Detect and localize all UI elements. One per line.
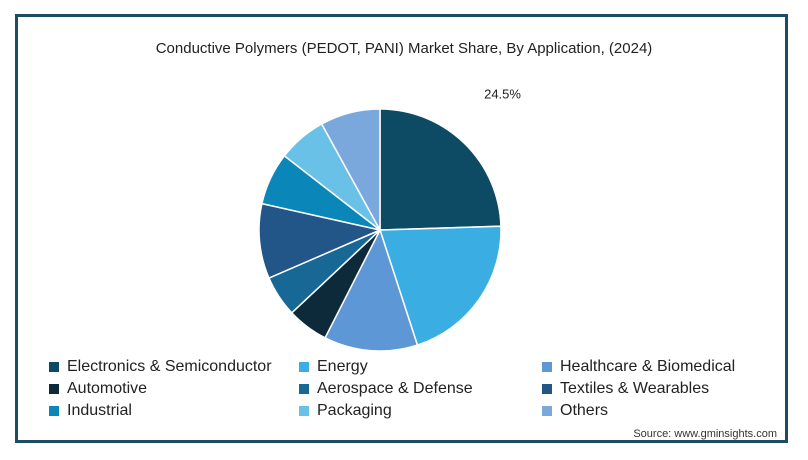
legend-label: Others [560,402,609,419]
legend-label: Industrial [67,402,132,419]
legend-swatch [49,406,59,416]
legend-label: Electronics & Semiconductor [67,358,272,375]
legend-item: Healthcare & Biomedical [542,358,735,376]
legend-item: Textiles & Wearables [542,380,709,398]
legend-swatch [299,362,309,372]
legend-label: Healthcare & Biomedical [560,358,736,375]
legend-swatch [49,362,59,372]
pie-slice-energy [378,225,502,347]
legend-label: Packaging [317,402,392,419]
legend-item: Automotive [49,380,147,398]
legend-swatch [542,406,552,416]
legend-swatch [49,384,59,394]
slice-data-label: 24.5% [484,87,521,102]
legend-label: Energy [317,358,368,375]
pie-slice-others [320,108,381,231]
pie-slice-textiles-wearables [258,202,383,280]
chart-title: Conductive Polymers (PEDOT, PANI) Market… [155,40,653,57]
legend-item: Packaging [299,402,392,420]
legend-item: Industrial [49,402,132,420]
legend-label: Aerospace & Defense [317,380,473,397]
legend-swatch [542,362,552,372]
legend-item: Electronics & Semiconductor [49,358,272,376]
legend-label: Automotive [67,380,148,397]
legend-item: Others [542,402,608,420]
legend-item: Energy [299,358,368,376]
legend-swatch [299,406,309,416]
legend-swatch [542,384,552,394]
legend-swatch [299,384,309,394]
legend-label: Textiles & Wearables [560,380,710,397]
source-note: Source: www.gminsights.com [633,428,777,440]
pie-slice-electronics-semiconductor [379,108,502,231]
pie-slice-healthcare-biomedical [324,228,419,352]
legend-item: Aerospace & Defense [299,380,473,398]
